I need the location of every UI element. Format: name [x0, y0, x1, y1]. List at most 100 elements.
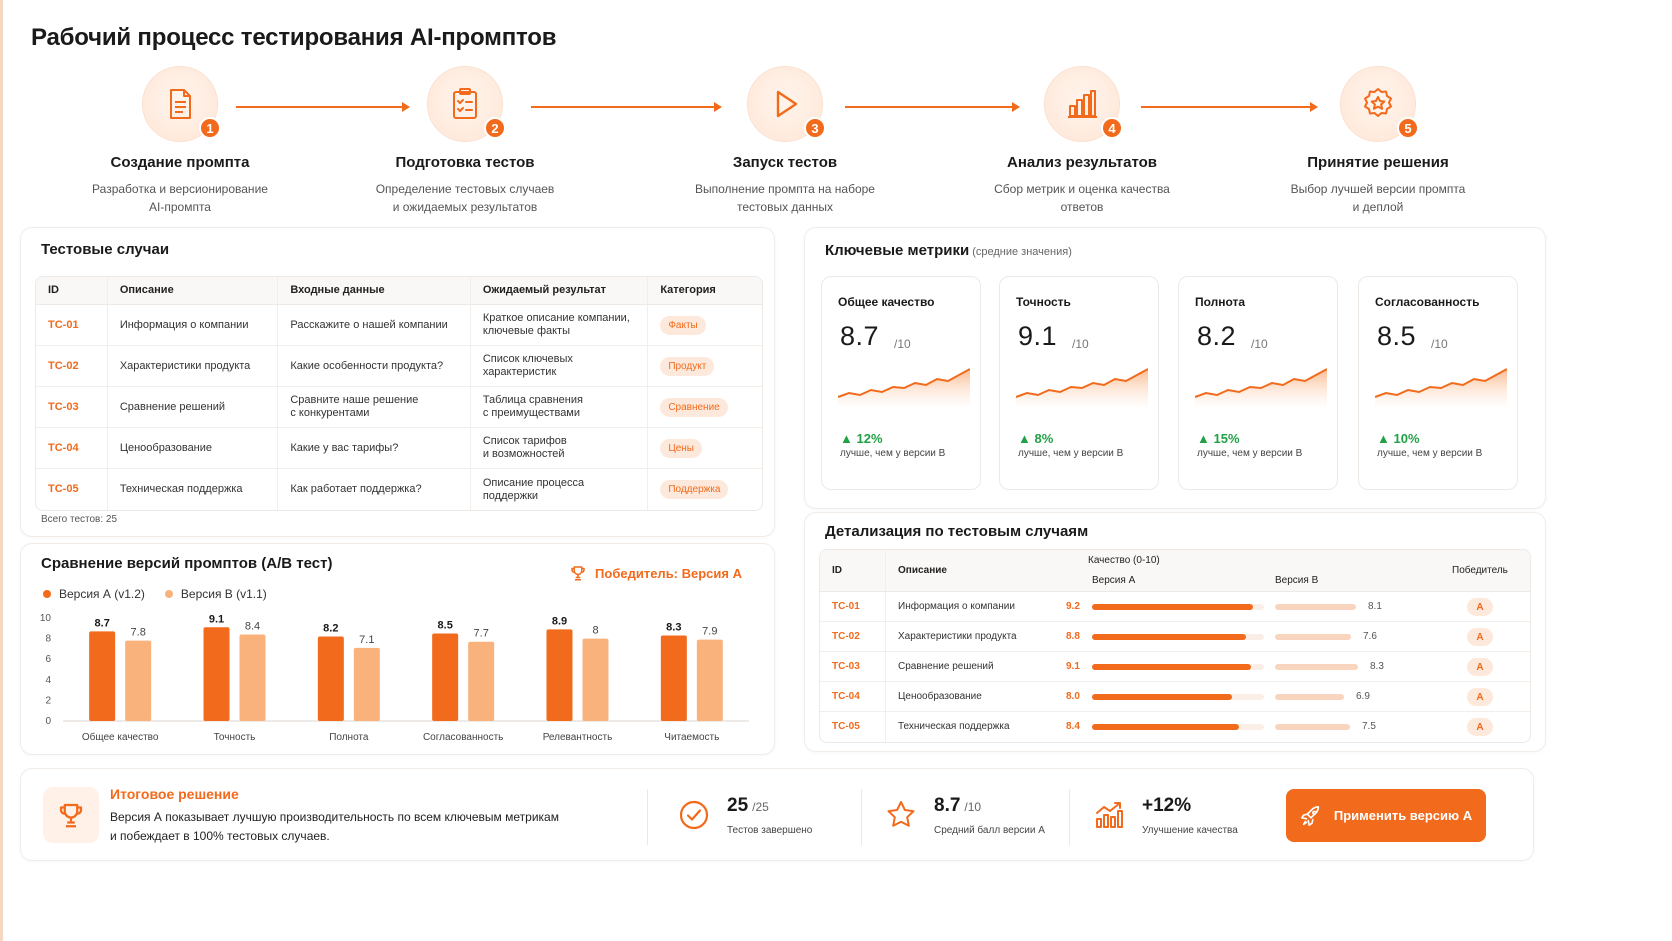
table-row[interactable]: TC-04 Ценообразование Какие у вас тарифы…: [36, 428, 762, 469]
bar-value-label: 7.7: [474, 628, 489, 640]
test-id-link[interactable]: TC-04: [832, 691, 860, 702]
step-title: Принятие решения: [1307, 154, 1449, 171]
metric-name: Общее качество: [838, 295, 935, 309]
bar-version-a: [317, 636, 344, 721]
stat-caption: Средний балл версии А: [934, 825, 1045, 836]
key-metrics-panel: Ключевые метрики (средние значения) Общее…: [804, 227, 1546, 509]
ab-test-panel: 0 2 4 6 8 10 8.7 7.8 Общее качество 9.1 8.4 Точност…: [20, 543, 775, 755]
version-b-score: 6.9: [1356, 691, 1370, 702]
winner-badge: A: [1467, 718, 1493, 736]
table-row[interactable]: TC-02 Характеристики продукта Какие особ…: [36, 346, 762, 387]
sparkline-line: [1016, 368, 1148, 398]
flow-arrow: [236, 102, 410, 112]
winner-text: Победитель: Версия А: [595, 565, 742, 581]
test-id-link[interactable]: TC-03: [832, 661, 860, 672]
test-id-link[interactable]: TC-05: [832, 721, 860, 732]
detail-row[interactable]: TC-04 Ценообразование 8.0 6.9 A: [820, 682, 1530, 712]
table-row[interactable]: TC-01 Информация о компании Расскажите о…: [36, 305, 762, 346]
detail-title: Детализация по тестовым случаям: [825, 523, 1089, 540]
column-header: Входные данные: [278, 277, 471, 304]
y-tick-label: 4: [45, 675, 51, 686]
bar-chart-icon: [1068, 90, 1097, 118]
bar-version-b: [696, 639, 723, 721]
version-b-bar: [1275, 604, 1356, 610]
version-a-score: 8.4: [1066, 721, 1080, 732]
test-id-link[interactable]: TC-03: [48, 400, 79, 413]
play-icon: [776, 90, 798, 118]
test-id-link[interactable]: TC-04: [48, 441, 79, 454]
sparkline: [1375, 368, 1507, 407]
column-header: ID: [36, 277, 108, 304]
test-id-link[interactable]: TC-02: [832, 631, 860, 642]
step-icon-circle: 2: [427, 66, 506, 142]
y-tick-label: 8: [45, 634, 51, 645]
version-a-bar: [1092, 724, 1239, 730]
left-accent-line: [0, 0, 3, 941]
test-description: Техническая поддержка: [108, 469, 279, 510]
flow-arrow: [845, 102, 1020, 112]
sparkline: [1195, 368, 1327, 407]
test-description: Характеристики продукта: [108, 346, 279, 386]
step-number: 2: [484, 117, 506, 139]
step-title: Подготовка тестов: [395, 154, 535, 171]
award-star-icon: [1364, 88, 1392, 117]
column-header: ID: [832, 565, 842, 576]
rocket-icon: [1300, 805, 1320, 826]
table-row[interactable]: TC-05 Техническая поддержка Как работает…: [36, 469, 762, 510]
flow-arrow: [531, 102, 722, 112]
step-number: 3: [804, 117, 826, 139]
x-tick-label: Общее качество: [82, 731, 159, 743]
apply-version-a-button[interactable]: Применить версию А: [1286, 789, 1486, 842]
version-a-bar: [1092, 604, 1253, 610]
bar-version-a: [203, 627, 230, 721]
detail-row[interactable]: TC-02 Характеристики продукта 8.8 7.6 A: [820, 622, 1530, 652]
version-b-bar: [1275, 664, 1358, 670]
metric-card-accuracy: Точность 9.1 /10 ▲ 8% лучше, чем у верси…: [999, 276, 1159, 490]
ab-test-title: Сравнение версий промптов (A/B тест): [41, 555, 333, 572]
bar-value-label: 8.7: [95, 617, 110, 629]
legend-label: Версия B (v1.1): [180, 587, 267, 601]
table-row[interactable]: TC-03 Сравнение решений Сравните наше ре…: [36, 387, 762, 428]
metric-card-completeness: Полнота 8.2 /10 ▲ 15% лучше, чем у верси…: [1178, 276, 1338, 490]
bar-value-label: 7.9: [702, 626, 717, 638]
bar-value-label: 7.8: [131, 627, 146, 639]
version-b-score: 7.6: [1363, 631, 1377, 642]
column-header: Качество (0-10): [1088, 555, 1160, 566]
bar-version-a: [89, 631, 116, 721]
step-description: Выполнение промпта на наборе тестовых дан…: [695, 182, 875, 214]
bar-value-label: 8.2: [323, 623, 338, 635]
x-tick-label: Полнота: [329, 732, 369, 743]
legend-item-a: Версия А (v1.2): [43, 587, 145, 601]
test-id-link[interactable]: TC-02: [48, 359, 79, 372]
table-header: ID Описание Входные данные Ожидаемый рез…: [36, 277, 762, 305]
test-input: Какие у вас тарифы?: [278, 428, 471, 468]
clipboard-checklist-icon: [453, 88, 477, 119]
metric-delta: ▲ 8%: [1018, 431, 1054, 446]
test-id-link[interactable]: TC-01: [48, 318, 79, 331]
bar-version-b: [125, 640, 152, 721]
test-id-link[interactable]: TC-01: [832, 601, 860, 612]
step-icon-circle: 3: [747, 66, 826, 142]
detail-table-header: ID Описание Качество (0-10) Версия А Вер…: [820, 550, 1530, 592]
y-tick-label: 0: [45, 716, 51, 727]
detail-row[interactable]: TC-01 Информация о компании 9.2 8.1 A: [820, 592, 1530, 622]
detail-panel: Детализация по тестовым случаям ID Описа…: [804, 512, 1546, 752]
test-id-link[interactable]: TC-05: [48, 483, 79, 495]
winner-badge: A: [1467, 598, 1493, 616]
column-header: Версия B: [1275, 575, 1319, 586]
sparkline-line: [838, 368, 970, 398]
test-expected: Список ключевых характеристик: [471, 346, 649, 386]
x-tick-label: Релевантность: [543, 732, 613, 743]
sparkline-line: [1195, 368, 1327, 398]
detail-row[interactable]: TC-05 Техническая поддержка 8.4 7.5 A: [820, 712, 1530, 742]
detail-table: ID Описание Качество (0-10) Версия А Вер…: [819, 549, 1531, 743]
metric-caption: лучше, чем у версии B: [1197, 448, 1303, 459]
detail-row[interactable]: TC-03 Сравнение решений 9.1 8.3 A: [820, 652, 1530, 682]
sparkline-line: [1375, 368, 1507, 398]
version-b-bar: [1275, 634, 1351, 640]
step-number: 5: [1397, 117, 1419, 139]
test-expected: Описание процесса поддержки: [471, 469, 649, 510]
legend-item-b: Версия B (v1.1): [164, 587, 267, 601]
x-tick-label: Точность: [214, 732, 256, 743]
bar-version-a: [660, 635, 687, 721]
